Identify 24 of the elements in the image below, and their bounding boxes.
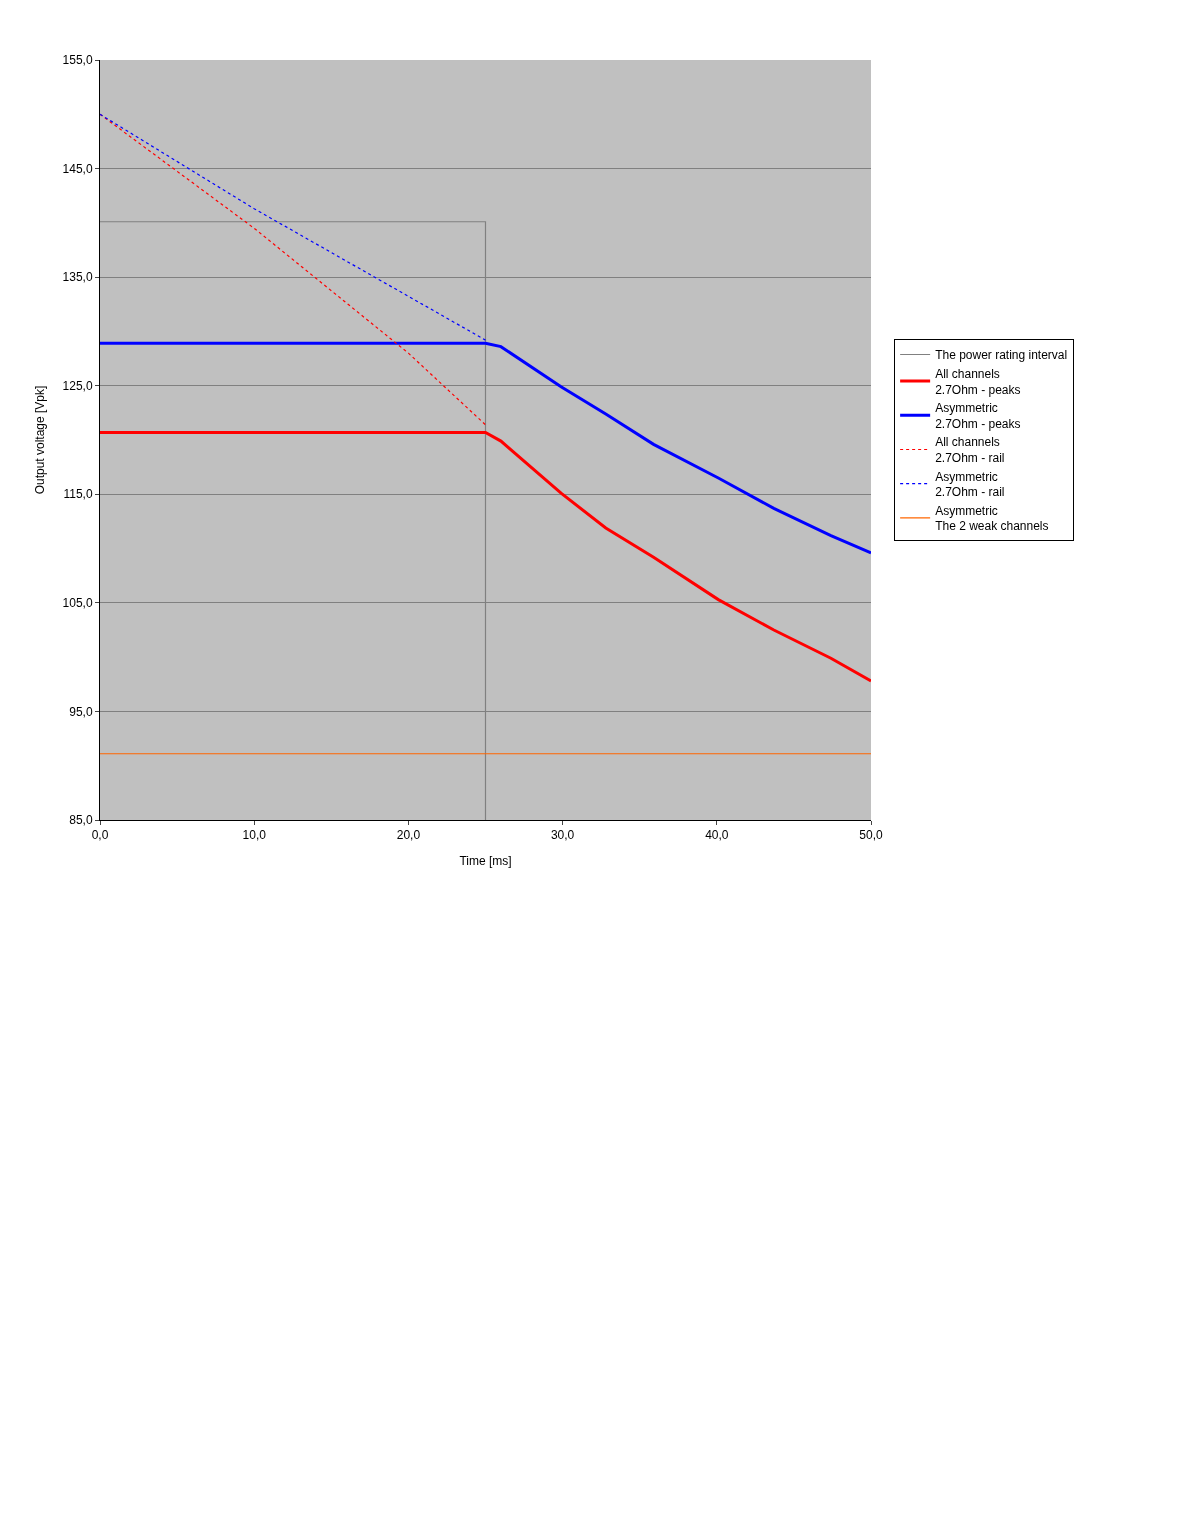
y-axis-title: Output voltage [Vpk] bbox=[32, 385, 47, 495]
legend-label: All channels 2.7Ohm - peaks bbox=[935, 366, 1021, 397]
y-tick-label: 155,0 bbox=[62, 53, 93, 68]
legend-label: Asymmetric The 2 weak channels bbox=[935, 503, 1049, 534]
y-tick-label: 145,0 bbox=[62, 161, 93, 176]
x-tick-label: 0,0 bbox=[91, 828, 109, 843]
x-tick-label: 30,0 bbox=[550, 828, 575, 843]
legend-label: Asymmetric 2.7Ohm - peaks bbox=[935, 401, 1021, 431]
y-tick-label: 95,0 bbox=[69, 704, 93, 719]
line-series bbox=[100, 430, 871, 683]
x-tick-label: 40,0 bbox=[705, 828, 729, 843]
x-axis-title: Time [ms] bbox=[459, 854, 512, 869]
y-tick-label: 85,0 bbox=[69, 813, 93, 828]
y-tick-label: 135,0 bbox=[62, 270, 93, 285]
y-tick-label: 105,0 bbox=[62, 596, 93, 611]
x-tick-label: 50,0 bbox=[859, 828, 883, 843]
legend-label: The power rating interval bbox=[935, 348, 1068, 363]
x-tick-label: 10,0 bbox=[242, 828, 267, 843]
y-tick-label: 125,0 bbox=[62, 378, 93, 393]
y-tick-label: 115,0 bbox=[63, 487, 93, 502]
x-tick-label: 20,0 bbox=[396, 828, 421, 843]
line-series bbox=[100, 341, 871, 555]
legend-label: Asymmetric 2.7Ohm - rail bbox=[935, 469, 1005, 500]
legend-label: All channels 2.7Ohm - rail bbox=[935, 435, 1005, 465]
